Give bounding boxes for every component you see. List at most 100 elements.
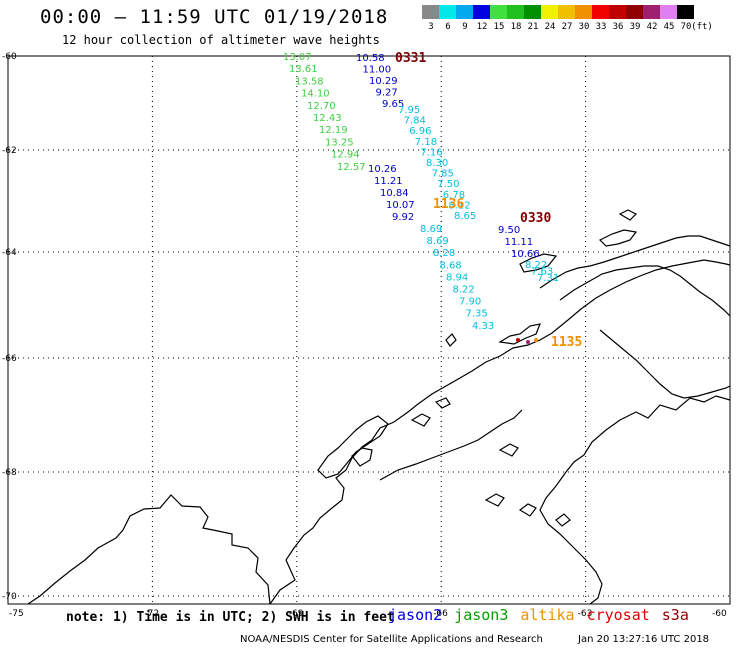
legend-swatch-9 <box>456 5 473 19</box>
lon-tick-label: -69 <box>289 609 304 619</box>
swh-label-jason2: 11.00 <box>363 65 392 76</box>
swh-label-jason2: 10.07 <box>386 200 415 211</box>
legend-label-18: 18 <box>510 22 522 32</box>
alexander-island <box>317 415 389 479</box>
lat-tick-label: -70 <box>2 592 17 602</box>
swh-point <box>516 338 520 342</box>
legend-label-15: 15 <box>493 22 505 32</box>
swh-label-altika: 4.33 <box>472 321 494 332</box>
legend-label-21: 21 <box>527 22 539 32</box>
legend-swatch-18 <box>507 5 524 19</box>
legend-swatch-45 <box>660 5 677 19</box>
swh-label-altika: 7.95 <box>398 105 420 116</box>
swh-label-altika: 7.35 <box>466 309 488 320</box>
legend-label-9: 9 <box>462 22 468 32</box>
swh-label-altika: 8.94 <box>446 272 468 283</box>
swh-label-jason3: 12.57 <box>337 162 366 173</box>
legend-swatch-24 <box>541 5 558 19</box>
satellite-jason2: jason2 <box>388 606 443 624</box>
legend-swatch-33 <box>592 5 609 19</box>
satellite-s3a: s3a <box>661 606 689 624</box>
swh-label-altika: 7.84 <box>404 116 426 127</box>
swh-label-altika: 6.78 <box>443 190 465 201</box>
swh-label-altika: 7.31 <box>537 273 559 284</box>
swh-point <box>526 340 530 344</box>
swh-label-altika: 7.50 <box>437 179 459 190</box>
swh-label-altika: 7.90 <box>459 297 481 308</box>
peninsula-coast <box>27 494 271 605</box>
swh-label-altika: 6.96 <box>409 126 431 137</box>
footer-note: note: 1) Time is in UTC; 2) SWH is in fe… <box>66 610 395 625</box>
legend-label-30: 30 <box>578 22 590 32</box>
legend-label-24: 24 <box>544 22 556 32</box>
legend-swatch-36 <box>609 5 626 19</box>
legend-swatch-42 <box>643 5 660 19</box>
swh-label-jason3: 12.43 <box>313 113 342 124</box>
swh-label-jason3: 12.94 <box>331 150 360 161</box>
lon-tick-label: -72 <box>144 609 159 619</box>
graticule: -75 -72 -69 -66 -63 -60 -60 -62 -64 -66 -68 -70 <box>2 52 731 619</box>
peninsula-east-coast <box>539 395 731 605</box>
legend-label-12: 12 <box>476 22 488 32</box>
swh-label-altika: 8.12 <box>448 200 470 211</box>
satellite-legend: jason2 jason3 altika cryosat s3a <box>388 606 701 624</box>
legend-label-36: 36 <box>612 22 624 32</box>
legend-swatch-27 <box>558 5 575 19</box>
larsen-coast <box>599 329 731 399</box>
legend-label-33: 33 <box>595 22 607 32</box>
legend-swatch-15 <box>490 5 507 19</box>
swh-label-jason2: 9.65 <box>382 99 404 110</box>
swh-label-jason2: 11.11 <box>505 237 534 248</box>
swh-point <box>534 338 538 342</box>
legend-label-3: 3 <box>428 22 434 32</box>
swh-label-jason2: 9.92 <box>392 212 414 223</box>
adelaide-island <box>351 447 373 467</box>
legend-label-70: 70 <box>680 22 692 32</box>
swh-label-altika: 7.63 <box>531 267 553 278</box>
coastline <box>27 209 731 605</box>
lat-tick-label: -64 <box>2 248 17 258</box>
lat-tick-label: -66 <box>2 354 17 364</box>
swh-label-jason2: 9.27 <box>376 88 398 99</box>
lat-tick-label: -60 <box>2 52 17 62</box>
lon-tick-label: -63 <box>578 609 593 619</box>
swh-label-jason2: 10.84 <box>380 188 409 199</box>
swh-label-jason2: 10.29 <box>369 76 398 87</box>
swh-label-jason3: 13.58 <box>295 76 324 87</box>
biscoe-islands <box>410 333 457 427</box>
legend-swatch-21 <box>524 5 541 19</box>
swh-label-altika: 8.28 <box>433 248 455 259</box>
map-subtitle: 12 hour collection of altimeter wave hei… <box>62 33 380 47</box>
swh-label-jason3: 12.19 <box>319 125 348 136</box>
lat-tick-label: -62 <box>2 146 17 156</box>
satellite-cryosat: cryosat <box>586 606 650 624</box>
legend-unit: (ft) <box>691 22 713 32</box>
legend-label-6: 6 <box>445 22 451 32</box>
livingston-island <box>519 253 558 273</box>
south-shetland-islands <box>539 235 731 289</box>
swh-label-altika: 7.18 <box>415 137 437 148</box>
map-title: 00:00 — 11:59 UTC 01/19/2018 <box>40 6 389 28</box>
swh-label-altika: 8.22 <box>525 260 547 271</box>
swh-label-jason2: 11.21 <box>374 176 403 187</box>
swh-label-jason2: 10.58 <box>356 53 385 64</box>
swh-label-jason3: 14.10 <box>301 89 330 100</box>
swh-label-jason3: 13.25 <box>325 137 354 148</box>
swh-label-altika: 7.16 <box>420 147 442 158</box>
legend-swatch-39 <box>626 5 643 19</box>
pass-time-label: 0331 <box>395 51 426 66</box>
legend-swatch-12 <box>473 5 490 19</box>
pass-time-label: 1135 <box>551 335 582 350</box>
legend-label-42: 42 <box>646 22 658 32</box>
lon-tick-label: -66 <box>433 609 448 619</box>
legend-swatch-70 <box>677 5 694 19</box>
credit-line: NOAA/NESDIS Center for Satellite Applica… <box>240 634 543 645</box>
swh-label-jason2: 10.26 <box>368 164 397 175</box>
swh-label-jason3: 12.70 <box>307 101 336 112</box>
swh-label-jason2: 9.50 <box>498 225 520 236</box>
swh-label-altika: 7.85 <box>432 169 454 180</box>
generated-timestamp: Jan 20 13:27:16 UTC 2018 <box>578 634 710 645</box>
anvers-island <box>498 323 541 345</box>
ice-shelf-outline <box>379 409 523 481</box>
